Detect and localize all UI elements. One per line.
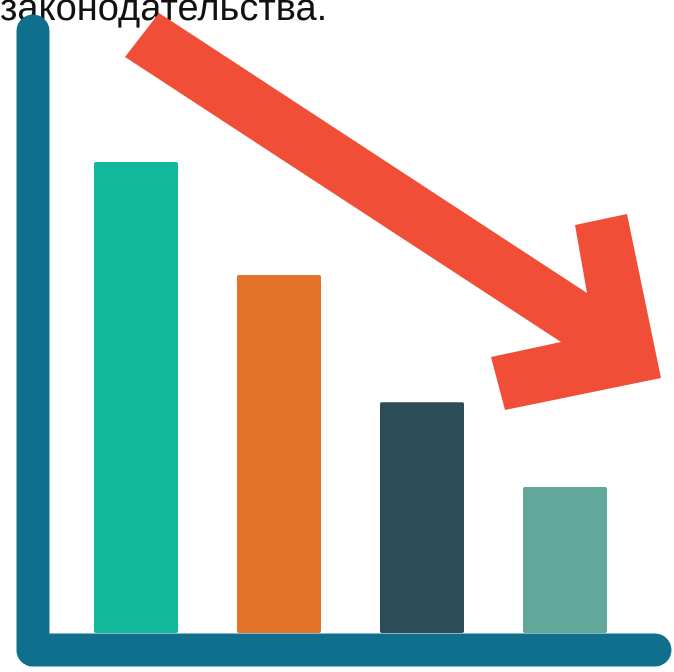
bar-4 xyxy=(523,486,607,633)
axes xyxy=(16,14,672,667)
bar-2 xyxy=(237,275,321,633)
downward-trend-arrow-icon xyxy=(125,13,661,410)
bar-1 xyxy=(94,162,178,633)
bar-3 xyxy=(380,402,464,633)
bar-group xyxy=(94,162,607,633)
